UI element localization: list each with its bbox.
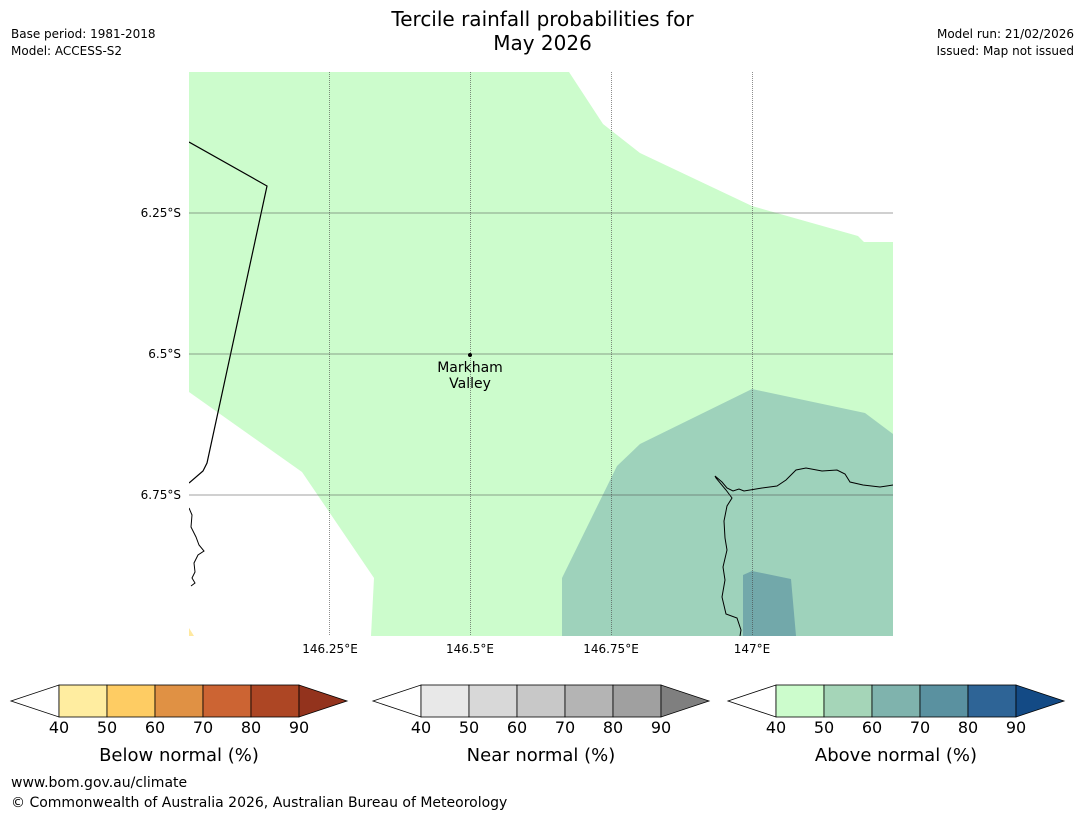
below-tick-50: 50	[96, 718, 118, 737]
near-tick-90: 90	[650, 718, 672, 737]
colorbar-above-swatch-80	[967, 684, 1017, 718]
above-tick-60: 60	[861, 718, 883, 737]
coastline-west	[189, 507, 205, 587]
above-tick-50: 50	[813, 718, 835, 737]
colorbar-below-swatch-50	[106, 684, 156, 718]
colorbar-below-swatch-40	[58, 684, 108, 718]
model-text: Model: ACCESS-S2	[11, 44, 123, 58]
below-normal-40-50-region	[189, 628, 194, 636]
colorbar-near-swatches	[371, 684, 711, 718]
map-area	[189, 72, 893, 636]
colorbar-above-swatches	[726, 684, 1066, 718]
colorbar-above-swatch-50	[823, 684, 873, 718]
colorbar-below-swatch-80	[250, 684, 300, 718]
colorbar-below-swatch-60	[154, 684, 204, 718]
lon-label-146-75: 146.75°E	[583, 642, 639, 656]
above-tick-40: 40	[765, 718, 787, 737]
base-period-text: Base period: 1981-2018	[11, 27, 156, 41]
lat-label-6-5: 6.5°S	[148, 347, 181, 361]
near-tick-50: 50	[458, 718, 480, 737]
colorbar-near-swatch-80	[612, 684, 662, 718]
colorbar-near-swatch-40	[420, 684, 470, 718]
colorbar-below-extend-low	[9, 684, 60, 718]
below-normal-label: Below normal (%)	[99, 745, 259, 766]
below-tick-90: 90	[288, 718, 310, 737]
lon-label-146-25: 146.25°E	[302, 642, 358, 656]
header-left: Base period: 1981-2018 Model: ACCESS-S2	[11, 26, 156, 60]
near-tick-70: 70	[554, 718, 576, 737]
gridlines	[189, 72, 893, 636]
below-tick-80: 80	[240, 718, 262, 737]
colorbar-above-swatch-70	[919, 684, 969, 718]
above-normal-50-60-region	[562, 389, 893, 636]
lon-label-146-5: 146.5°E	[446, 642, 494, 656]
colorbar-above-extend-low	[726, 684, 777, 718]
below-tick-60: 60	[144, 718, 166, 737]
near-normal-label: Near normal (%)	[466, 745, 616, 766]
footer-copyright: © Commonwealth of Australia 2026, Austra…	[11, 795, 508, 811]
model-run-text: Model run: 21/02/2026	[936, 27, 1074, 41]
colorbar-below-extend-high	[298, 684, 349, 718]
border-line	[189, 141, 268, 484]
map-canvas	[189, 72, 893, 636]
location-label: Markham Valley	[420, 360, 520, 392]
lat-label-6-25: 6.25°S	[140, 206, 181, 220]
colorbar-above-swatch-40	[775, 684, 825, 718]
below-tick-70: 70	[192, 718, 214, 737]
location-name-line-2: Valley	[449, 376, 491, 392]
near-tick-80: 80	[602, 718, 624, 737]
colorbar-near-swatch-50	[468, 684, 518, 718]
colorbar-above-swatch-60	[871, 684, 921, 718]
above-normal-60-70-region	[743, 571, 796, 636]
above-tick-80: 80	[957, 718, 979, 737]
lat-label-6-75: 6.75°S	[140, 488, 181, 502]
colorbar-near-swatch-60	[516, 684, 566, 718]
lon-label-147: 147°E	[733, 642, 771, 656]
map-title: Tercile rainfall probabilities for May 2…	[340, 7, 745, 55]
footer-url: www.bom.gov.au/climate	[11, 775, 188, 791]
location-marker	[468, 353, 472, 357]
colorbar-below-swatches	[9, 684, 349, 718]
issued-text: Issued: Map not issued	[936, 44, 1074, 58]
colorbar-near-extend-low	[371, 684, 422, 718]
colorbar-above-extend-high	[1015, 684, 1066, 718]
above-tick-90: 90	[1005, 718, 1027, 737]
colorbars	[9, 684, 1066, 718]
above-tick-70: 70	[909, 718, 931, 737]
location-name-line-1: Markham	[437, 360, 503, 376]
colorbar-near-swatch-70	[564, 684, 614, 718]
near-tick-60: 60	[506, 718, 528, 737]
above-normal-label: Above normal (%)	[814, 745, 978, 766]
coastline-east	[714, 467, 893, 636]
near-tick-40: 40	[410, 718, 432, 737]
title-line-1: Tercile rainfall probabilities for	[391, 7, 694, 31]
below-tick-40: 40	[48, 718, 70, 737]
title-line-2: May 2026	[493, 31, 592, 55]
colorbar-near-extend-high	[660, 684, 711, 718]
header-right: Model run: 21/02/2026 Issued: Map not is…	[936, 26, 1074, 60]
colorbar-below-swatch-70	[202, 684, 252, 718]
